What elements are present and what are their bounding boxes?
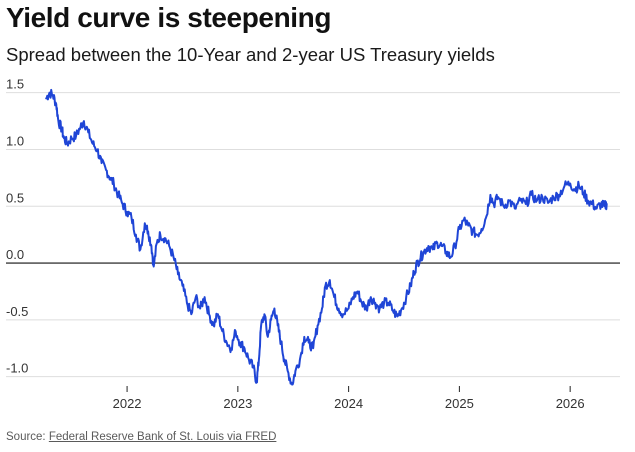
y-tick-label: -0.5: [6, 304, 28, 319]
y-tick-label: 1.5: [6, 77, 24, 92]
x-tick-label: 2024: [334, 396, 363, 411]
y-tick-label: -1.0: [6, 361, 28, 376]
y-tick-label: 0.5: [6, 190, 24, 205]
source-note: Source: Federal Reserve Bank of St. Loui…: [6, 431, 276, 443]
source-label: Source:: [6, 431, 46, 443]
chart-title: Yield curve is steepening: [6, 2, 332, 33]
series-line: [45, 88, 608, 386]
x-tick-label: 2023: [223, 396, 252, 411]
source-link[interactable]: Federal Reserve Bank of St. Louis via FR…: [48, 431, 277, 443]
chart-subtitle: Spread between the 10-Year and 2-year US…: [6, 44, 495, 65]
x-tick-label: 2022: [113, 396, 142, 411]
y-tick-label: 0.0: [6, 247, 24, 262]
y-tick-label: 1.0: [6, 133, 24, 148]
x-tick-label: 2026: [556, 396, 585, 411]
x-tick-label: 2025: [445, 396, 474, 411]
